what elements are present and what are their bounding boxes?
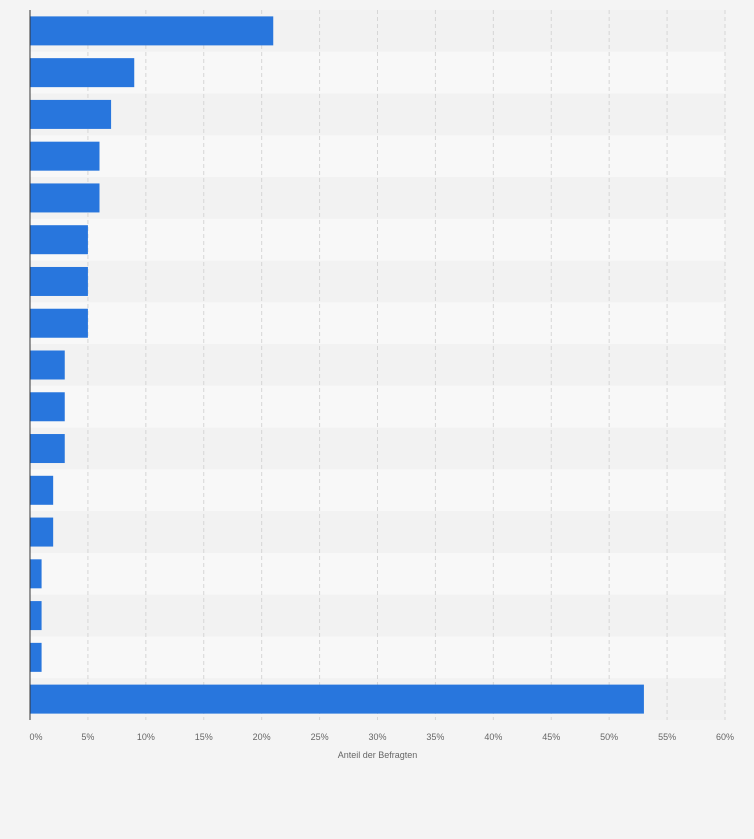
plot-band	[30, 427, 725, 470]
x-tick-label: 10%	[137, 732, 155, 742]
bar	[30, 141, 100, 171]
x-tick-labels: 0% 5% 10% 15% 20% 25% 30% 35% 40% 45% 50% 55% 60%	[29, 732, 734, 742]
plot-band	[30, 218, 725, 261]
x-tick-label: 0%	[29, 732, 42, 742]
plot-band	[30, 93, 725, 136]
x-tick-label: 45%	[542, 732, 560, 742]
bars	[30, 16, 644, 714]
plot-band	[30, 302, 725, 345]
x-tick-label: 35%	[426, 732, 444, 742]
bar	[30, 517, 54, 547]
x-tick-label: 20%	[253, 732, 271, 742]
bar	[30, 559, 42, 589]
plot-band	[30, 385, 725, 428]
bar	[30, 434, 65, 464]
plot-band	[30, 51, 725, 94]
x-tick-label: 15%	[195, 732, 213, 742]
bar	[30, 16, 274, 46]
x-tick-label: 55%	[658, 732, 676, 742]
x-tick-label: 60%	[716, 732, 734, 742]
bar	[30, 601, 42, 631]
x-tick-label: 40%	[484, 732, 502, 742]
bar	[30, 266, 88, 296]
bar	[30, 58, 135, 88]
x-axis-title: Anteil der Befragten	[338, 750, 418, 760]
x-tick-label: 50%	[600, 732, 618, 742]
x-tick-label: 5%	[81, 732, 94, 742]
bar	[30, 350, 65, 380]
gridlines	[87, 10, 726, 720]
plot-band	[30, 177, 725, 219]
bar	[30, 642, 42, 672]
x-tick-label: 25%	[311, 732, 329, 742]
bar	[30, 225, 88, 255]
plot-band	[30, 344, 725, 386]
plot-band	[30, 135, 725, 178]
bar	[30, 475, 54, 505]
bar	[30, 99, 112, 129]
bar	[30, 392, 65, 422]
plot-band	[30, 469, 725, 512]
bar	[30, 183, 100, 213]
bar	[30, 308, 88, 338]
plot-band	[30, 260, 725, 303]
bar	[30, 684, 644, 714]
x-tick-label: 30%	[368, 732, 386, 742]
